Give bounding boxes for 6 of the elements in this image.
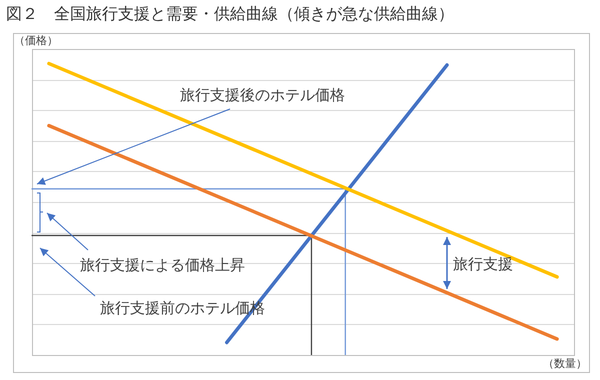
x-axis-title: （数量） — [543, 356, 587, 371]
y-axis-title: （価格） — [14, 33, 58, 48]
annotation: 旅行支援後のホテル価格 — [180, 86, 345, 105]
annotation: 旅行支援による価格上昇 — [80, 256, 245, 275]
chart-title: 図２ 全国旅行支援と需要・供給曲線（傾きが急な供給曲線） — [6, 4, 454, 25]
annotation: 旅行支援 — [453, 255, 513, 274]
